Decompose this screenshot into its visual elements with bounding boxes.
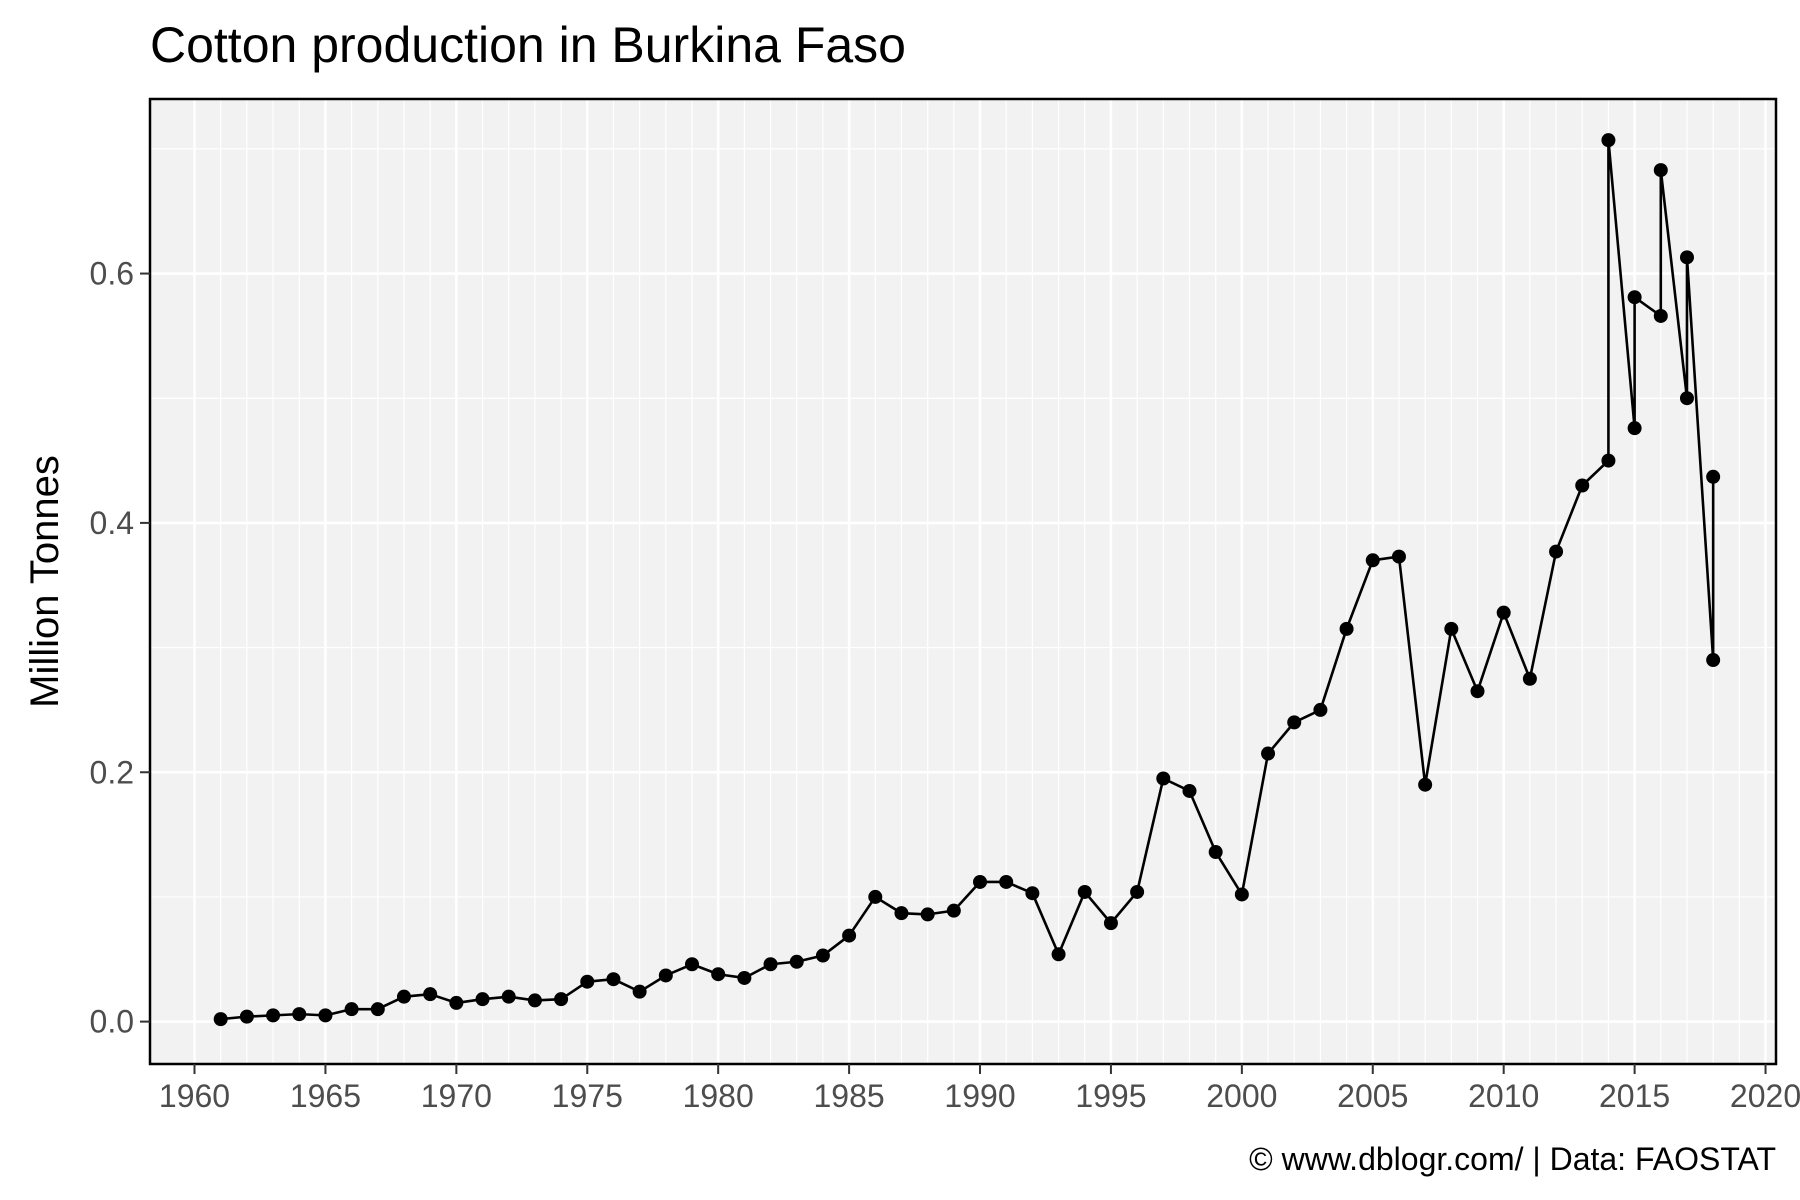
x-tick-label: 1985 bbox=[814, 1078, 885, 1114]
data-point bbox=[1025, 886, 1040, 901]
data-point bbox=[1418, 777, 1433, 792]
data-point bbox=[1679, 391, 1694, 406]
data-point bbox=[1522, 671, 1537, 686]
data-point bbox=[658, 968, 673, 983]
data-point bbox=[763, 957, 778, 972]
data-point bbox=[737, 970, 752, 985]
minor-gridlines bbox=[150, 99, 1776, 1064]
data-point bbox=[842, 928, 857, 943]
x-tick-label: 1960 bbox=[159, 1078, 230, 1114]
x-tick-label: 2020 bbox=[1730, 1078, 1800, 1114]
data-point bbox=[1549, 544, 1564, 559]
data-point bbox=[1287, 715, 1302, 730]
data-point bbox=[606, 972, 621, 987]
data-point bbox=[1077, 884, 1092, 899]
data-point bbox=[1444, 621, 1459, 636]
data-point bbox=[1156, 771, 1171, 786]
data-point bbox=[239, 1009, 254, 1024]
tick-labels: 1960 1965 1970 1975 1980 1985 1990 1995 2000 2005… bbox=[90, 256, 1800, 1114]
data-point bbox=[1496, 605, 1511, 620]
data-point bbox=[1365, 553, 1380, 568]
data-point bbox=[344, 1002, 359, 1017]
data-point bbox=[370, 1002, 385, 1017]
data-point bbox=[868, 889, 883, 904]
y-tick-label: 0.4 bbox=[90, 505, 134, 541]
chart-title: Cotton production in Burkina Faso bbox=[150, 17, 906, 73]
chart-caption: © www.dblogr.com/ | Data: FAOSTAT bbox=[1249, 1141, 1776, 1177]
x-tick-label: 2010 bbox=[1468, 1078, 1539, 1114]
data-point bbox=[1706, 653, 1721, 668]
y-tick-label: 0.0 bbox=[90, 1004, 134, 1040]
data-point bbox=[920, 907, 935, 922]
plot-panel bbox=[150, 99, 1776, 1064]
data-point bbox=[1130, 884, 1145, 899]
data-point bbox=[1051, 947, 1066, 962]
series-layer bbox=[213, 133, 1721, 1027]
plot-border bbox=[148, 97, 1778, 1066]
data-point bbox=[946, 903, 961, 918]
x-tick-label: 2005 bbox=[1337, 1078, 1408, 1114]
data-point bbox=[1234, 887, 1249, 902]
data-point bbox=[1601, 453, 1616, 468]
data-point bbox=[475, 992, 490, 1007]
data-point bbox=[1313, 702, 1328, 717]
x-tick-label: 1970 bbox=[421, 1078, 492, 1114]
data-point bbox=[449, 995, 464, 1010]
x-tick-label: 1965 bbox=[290, 1078, 361, 1114]
data-point bbox=[423, 987, 438, 1002]
data-point bbox=[1679, 250, 1694, 265]
data-point bbox=[213, 1012, 228, 1027]
data-point bbox=[685, 957, 699, 972]
data-point bbox=[1706, 469, 1721, 484]
major-gridlines bbox=[150, 99, 1776, 1064]
data-point bbox=[292, 1007, 307, 1022]
data-point bbox=[1182, 783, 1197, 798]
data-point bbox=[1627, 290, 1642, 305]
data-point bbox=[789, 954, 804, 969]
data-point bbox=[973, 874, 988, 889]
data-point bbox=[632, 984, 647, 999]
data-point bbox=[711, 967, 726, 982]
data-point bbox=[1103, 916, 1118, 931]
data-point bbox=[1653, 163, 1668, 178]
data-point bbox=[1208, 845, 1223, 860]
axis-ticks bbox=[140, 272, 1767, 1074]
data-point bbox=[815, 948, 830, 963]
data-point bbox=[318, 1008, 333, 1023]
data-point bbox=[527, 993, 542, 1008]
x-tick-label: 1990 bbox=[944, 1078, 1015, 1114]
data-point bbox=[554, 992, 569, 1007]
x-tick-label: 2015 bbox=[1599, 1078, 1670, 1114]
data-point bbox=[396, 989, 411, 1004]
x-tick-label: 1980 bbox=[683, 1078, 754, 1114]
data-point bbox=[1391, 549, 1406, 564]
data-point bbox=[1601, 133, 1616, 148]
data-point bbox=[1575, 478, 1590, 493]
x-tick-label: 2000 bbox=[1206, 1078, 1277, 1114]
y-tick-label: 0.2 bbox=[90, 754, 134, 790]
data-point bbox=[580, 974, 595, 989]
data-point bbox=[266, 1008, 281, 1023]
data-point bbox=[501, 989, 516, 1004]
data-point bbox=[894, 906, 909, 921]
x-tick-label: 1975 bbox=[552, 1078, 623, 1114]
data-point bbox=[1261, 746, 1276, 761]
x-tick-label: 1995 bbox=[1075, 1078, 1146, 1114]
data-point bbox=[1470, 684, 1485, 699]
data-point bbox=[999, 874, 1014, 889]
y-axis-label: Million Tonnes bbox=[23, 455, 67, 708]
y-tick-label: 0.6 bbox=[90, 256, 134, 292]
data-point bbox=[1627, 421, 1642, 436]
data-point bbox=[1339, 621, 1354, 636]
data-point bbox=[1653, 308, 1668, 323]
